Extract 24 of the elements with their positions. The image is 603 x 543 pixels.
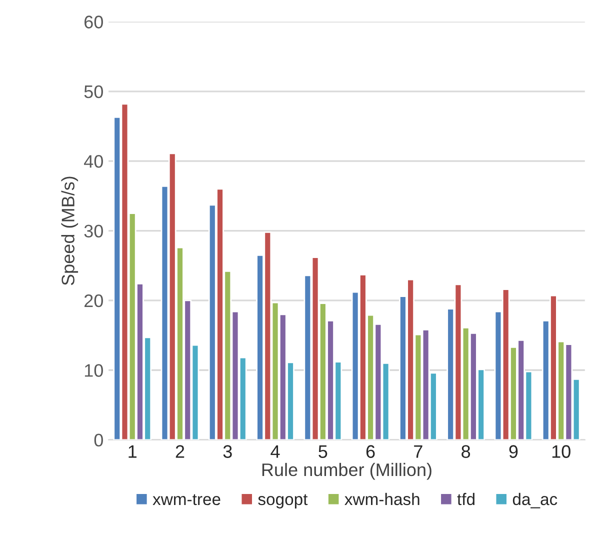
x-tick-label: 1 xyxy=(128,445,136,458)
x-tick-label: 4 xyxy=(270,445,280,458)
x-axis-title: Rule number (Million) xyxy=(262,462,432,480)
legend-label: xwm-hash xyxy=(344,492,420,506)
x-tick-label: 2 xyxy=(176,445,184,458)
y-tick-label: 10 xyxy=(84,364,103,377)
y-tick-label: 60 xyxy=(84,16,103,28)
legend-label: sogopt xyxy=(258,494,308,508)
x-tick-label: 5 xyxy=(318,445,328,458)
y-tick-label: 0 xyxy=(94,434,103,447)
legend-label: xwm-tree xyxy=(152,494,220,506)
y-tick-label: 30 xyxy=(84,224,103,238)
x-tick-label: 9 xyxy=(509,445,518,458)
x-tick-label: 6 xyxy=(366,445,375,458)
x-tick-label: 7 xyxy=(414,445,422,458)
x-tick-label: 8 xyxy=(462,445,470,458)
y-axis-title: Speed (MB/s) xyxy=(61,176,78,286)
legend-label: tfd xyxy=(457,492,474,506)
y-tick-label: 40 xyxy=(84,155,103,168)
y-tick-label: 50 xyxy=(84,85,103,98)
y-tick-label: 20 xyxy=(84,294,103,308)
legend-label: da_ac xyxy=(512,492,558,508)
x-tick-label: 10 xyxy=(552,445,570,458)
x-tick-label: 3 xyxy=(223,445,232,458)
